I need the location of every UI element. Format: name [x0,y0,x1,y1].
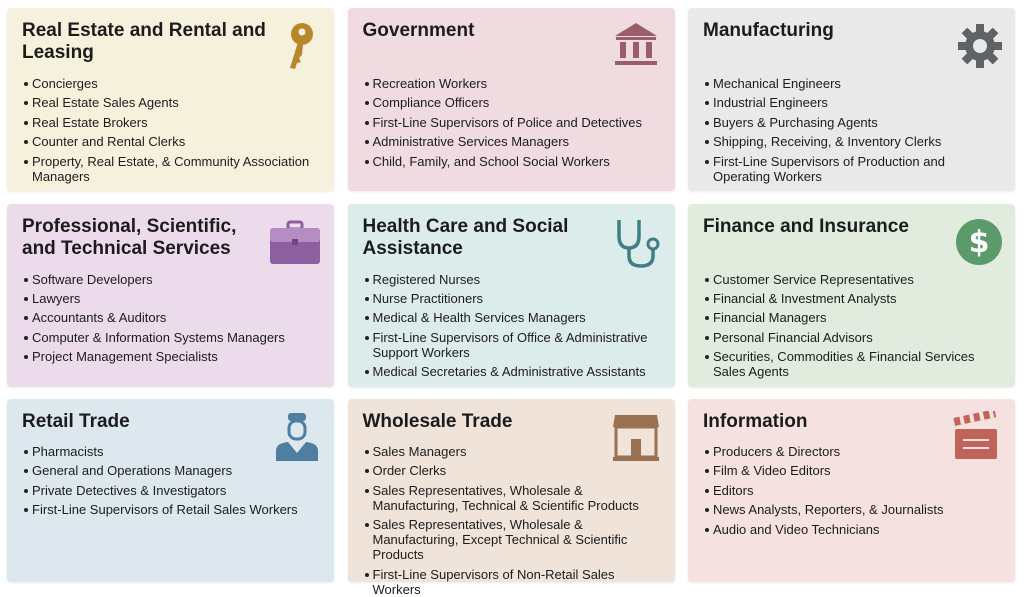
list-item: Sales Representatives, Wholesale & Manuf… [363,483,661,513]
storefront-icon [609,411,663,463]
list-item: Customer Service Representatives [703,272,1001,287]
card-title: Finance and Insurance [703,215,909,237]
list-item: Buyers & Purchasing Agents [703,115,1001,130]
list-item: Financial & Investment Analysts [703,291,1001,306]
svg-text:$: $ [969,225,990,260]
list-item: Private Detectives & Investigators [22,483,320,498]
list-item: First-Line Supervisors of Police and Det… [363,115,661,130]
list-item: News Analysts, Reporters, & Journalists [703,502,1001,517]
occupation-list: Mechanical Engineers Industrial Engineers… [703,76,1001,184]
card-title: Retail Trade [22,411,130,432]
list-item: First-Line Supervisors of Non-Retail Sal… [363,567,661,597]
list-item: Project Management Specialists [22,349,320,364]
list-item: Real Estate Sales Agents [22,95,320,110]
list-item: Nurse Practitioners [363,291,661,306]
industry-card: Retail Trade Pharmacists General and Opera… [7,399,334,582]
card-title: Information [703,411,808,432]
key-icon [268,20,322,72]
list-item: Industrial Engineers [703,95,1001,110]
occupation-list: Pharmacists General and Operations Manage… [22,444,320,517]
industry-card: Wholesale Trade Sales Managers Order Clerk… [347,399,675,597]
list-item: Child, Family, and School Social Workers [363,154,661,169]
list-item: First-Line Supervisors of Retail Sales W… [22,502,320,517]
card-title: Government [362,20,475,41]
occupation-list: Recreation Workers Compliance Officers Fir… [363,76,661,169]
card-title: Health Care and Social Assistance [362,215,569,259]
card-title: Manufacturing [703,20,834,41]
card-title: Professional, Scientific, and Technical … [22,215,237,259]
occupation-list: Registered Nurses Nurse Practitioners Medi… [363,272,661,379]
card-title: Wholesale Trade [362,411,513,432]
list-item: Administrative Services Managers [363,134,661,149]
list-item: Order Clerks [363,463,661,478]
briefcase-icon [268,216,322,268]
stethoscope-icon [609,216,663,268]
dollar-circle-icon: $ [949,216,1003,268]
industry-card: Information Producers & Directors Film & V… [688,399,1015,582]
gear-icon [949,20,1003,72]
list-item: Mechanical Engineers [703,76,1001,91]
list-item: Pharmacists [22,444,320,459]
government-building-icon [609,20,663,72]
list-item: First-Line Supervisors of Office & Admin… [363,330,661,360]
clapperboard-icon [949,409,1003,463]
list-item: First-Line Supervisors of Production and… [703,154,1001,184]
list-item: Audio and Video Technicians [703,522,1001,537]
industry-card: Manufacturing Mechanical Engineers Industr… [688,8,1015,191]
list-item: Real Estate Brokers [22,115,320,130]
occupation-list: Producers & Directors Film & Video Editor… [703,444,1001,537]
list-item: Medical Secretaries & Administrative Ass… [363,364,661,379]
list-item: Producers & Directors [703,444,1001,459]
list-item: Personal Financial Advisors [703,330,1001,345]
list-item: Film & Video Editors [703,463,1001,478]
industry-grid: Real Estate and Rental and Leasing Concie… [7,8,1015,597]
industry-card: Real Estate and Rental and Leasing Concie… [7,8,334,191]
occupation-list: Software Developers Lawyers Accountants & … [22,272,320,364]
list-item: Securities, Commodities & Financial Serv… [703,349,1001,379]
industry-card: Government Recreation Workers Compliance O… [347,8,675,191]
list-item: Medical & Health Services Managers [363,310,661,325]
list-item: Compliance Officers [363,95,661,110]
list-item: Registered Nurses [363,272,661,287]
list-item: Sales Representatives, Wholesale & Manuf… [363,517,661,562]
occupation-list: Concierges Real Estate Sales Agents Real E… [22,76,320,184]
list-item: Concierges [22,76,320,91]
list-item: Lawyers [22,291,320,306]
list-item: Computer & Information Systems Managers [22,330,320,345]
card-title: Real Estate and Rental and Leasing [22,20,266,63]
list-item: Editors [703,483,1001,498]
list-item: Property, Real Estate, & Community Assoc… [22,154,320,184]
industry-card: Professional, Scientific, and Technical … [7,203,334,387]
list-item: Accountants & Auditors [22,310,320,325]
worker-icon [268,411,322,463]
list-item: General and Operations Managers [22,463,320,478]
list-item: Recreation Workers [363,76,661,91]
industry-card: Finance and Insurance $ Customer Service R… [688,203,1015,387]
occupation-list: Customer Service Representatives Financia… [703,272,1001,379]
list-item: Counter and Rental Clerks [22,134,320,149]
occupation-list: Sales Managers Order Clerks Sales Represen… [363,444,661,597]
list-item: Financial Managers [703,310,1001,325]
list-item: Software Developers [22,272,320,287]
list-item: Sales Managers [363,444,661,459]
list-item: Shipping, Receiving, & Inventory Clerks [703,134,1001,149]
industry-card: Health Care and Social Assistance Registe… [347,203,675,387]
